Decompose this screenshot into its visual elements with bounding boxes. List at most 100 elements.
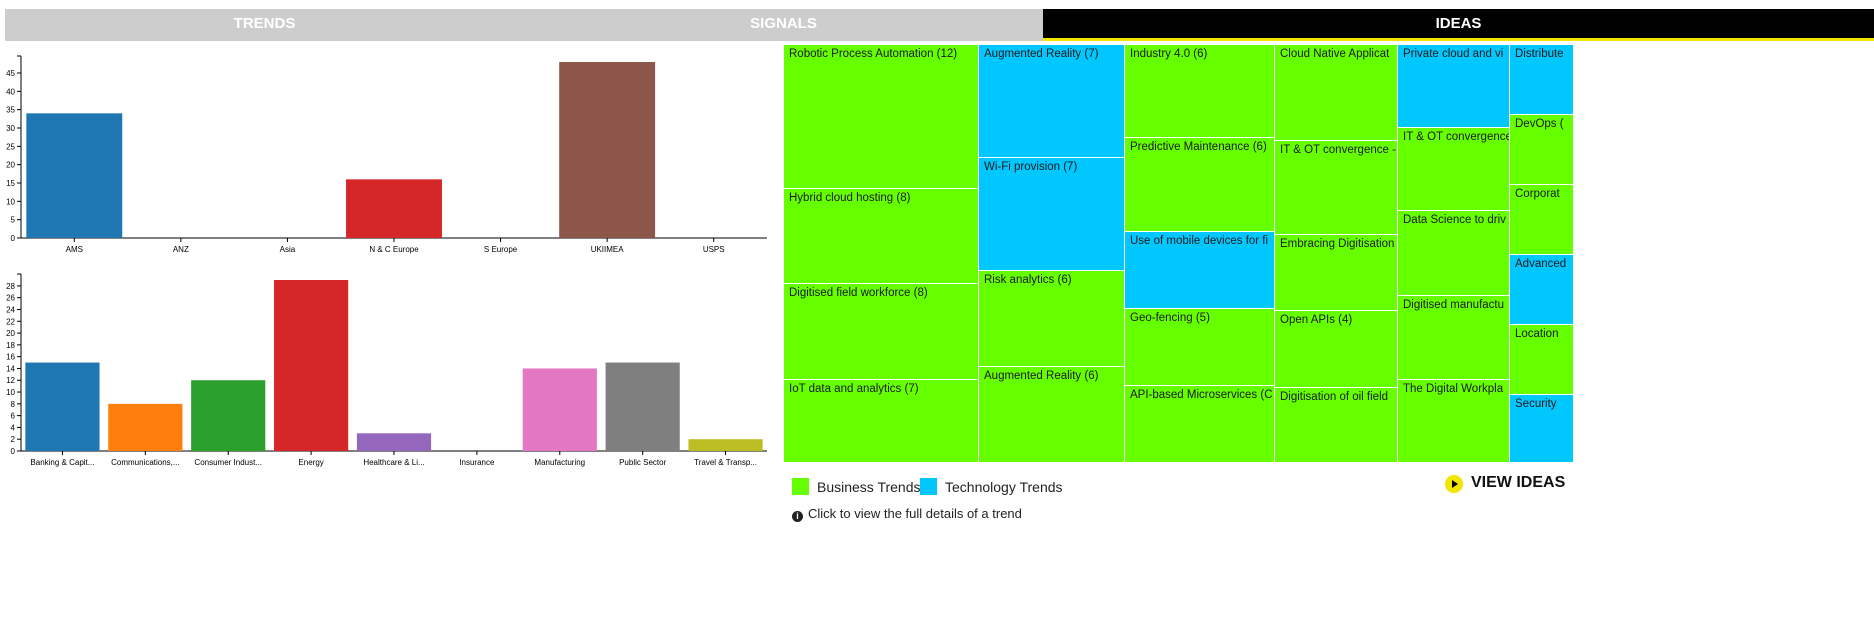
treemap-tile-label: Risk analytics (6) [984,274,1072,286]
legend-swatch-business [792,478,809,495]
y-tick-label: 10 [6,197,15,206]
x-tick-label: Manufacturing [534,458,585,467]
treemap-tile[interactable]: Embracing Digitisation [1275,235,1398,311]
treemap-tile-label: Use of mobile devices for fi [1130,235,1269,247]
treemap-tile[interactable]: Distribute [1510,45,1574,115]
treemap-tile[interactable]: The Digital Workpla [1398,380,1510,463]
x-tick-label: Banking & Capit... [30,458,94,467]
y-tick-label: 26 [6,294,15,303]
treemap-tile-label: Security [1515,398,1557,410]
x-tick-label: Consumer Indust... [194,458,262,467]
bar[interactable] [26,113,123,238]
treemap-tile[interactable]: Cloud Native Applicat [1275,45,1398,141]
treemap-tile[interactable]: Digitised manufactu [1398,296,1510,380]
y-tick-label: 28 [6,282,15,291]
treemap-tile[interactable]: Security [1510,395,1574,463]
tab-ideas[interactable]: IDEAS [1043,9,1874,41]
treemap-tile[interactable]: API-based Microservices (C [1125,386,1275,463]
treemap-tile[interactable]: Industry 4.0 (6) [1125,45,1275,138]
treemap-tile-label: Augmented Reality (7) [984,48,1099,60]
treemap-tile[interactable]: IoT data and analytics (7) [784,380,979,463]
legend-label-business: Business Trends [817,479,921,495]
y-tick-label: 6 [11,412,16,421]
treemap-tile-label: Open APIs (4) [1280,314,1353,326]
bar[interactable] [346,179,442,238]
treemap-tile[interactable]: Geo-fencing (5) [1125,309,1275,386]
treemap-tile-label: Industry 4.0 (6) [1130,48,1208,60]
treemap-tile[interactable]: Predictive Maintenance (6) [1125,138,1275,232]
treemap-tile-label: IT & OT convergence - [1280,144,1396,156]
treemap-tile[interactable]: DevOps ( [1510,115,1574,185]
treemap-tile-label: Private cloud and vi [1403,48,1504,60]
treemap-tile[interactable]: Data Science to driv [1398,211,1510,296]
y-axis: 0 5 10 15 20 25 30 35 40 45 [6,55,22,243]
tab-signals[interactable]: SIGNALS [524,9,1043,41]
treemap-tile[interactable]: Private cloud and vi [1398,45,1510,128]
treemap-tile[interactable]: IT & OT convergence [1398,128,1510,211]
x-tick-label: Asia [280,245,296,254]
treemap-tile[interactable]: Augmented Reality (6) [979,367,1125,463]
x-tick-label: Travel & Transp... [694,458,757,467]
bar[interactable] [108,403,183,451]
treemap-tile[interactable]: Digitisation of oil field [1275,388,1398,463]
bar[interactable] [688,439,763,451]
treemap-tile-label: API-based Microservices (C [1130,389,1273,401]
treemap-tile[interactable]: Augmented Reality (7) [979,45,1125,158]
y-tick-label: 24 [6,305,15,314]
y-tick-label: 20 [6,161,15,170]
treemap-tile[interactable]: IT & OT convergence - [1275,141,1398,235]
bar[interactable] [274,280,349,451]
treemap-tile[interactable]: Wi-Fi provision (7) [979,158,1125,271]
treemap-tile[interactable]: Hybrid cloud hosting (8) [784,189,979,284]
treemap-tile-label: IoT data and analytics (7) [789,383,919,395]
y-tick-label: 12 [6,376,15,385]
hint-text: i Click to view the full details of a tre… [792,506,1022,522]
treemap-tile-label: Augmented Reality (6) [984,370,1099,382]
bar-chart-regions: 0 5 10 15 20 25 30 35 40 45 AMS ANZ Asia N & C Europe… [6,55,767,254]
treemap-tile-label: Corporat [1515,188,1560,200]
treemap-tile[interactable]: Advanced [1510,255,1574,325]
x-tick-label: ANZ [173,245,189,254]
bar[interactable] [191,380,266,451]
treemap-tile-label: Cloud Native Applicat [1280,48,1390,60]
y-tick-label: 20 [6,329,15,338]
treemap-tile[interactable]: Use of mobile devices for fi [1125,232,1275,309]
bar[interactable] [522,368,597,451]
view-ideas-label: VIEW IDEAS [1471,474,1566,491]
bar[interactable] [559,62,656,238]
treemap-tile-label: The Digital Workpla [1403,383,1504,395]
bar[interactable] [25,362,100,451]
legend-label-technology: Technology Trends [945,479,1063,495]
bar[interactable] [605,362,680,451]
treemap-tile[interactable]: Risk analytics (6) [979,271,1125,367]
tab-bar: TRENDS SIGNALS IDEAS [5,9,1874,41]
x-tick-label: Healthcare & Li... [363,458,424,467]
x-tick-label: Energy [298,458,323,467]
x-tick-label: N & C Europe [369,245,419,254]
treemap-tile-label: Robotic Process Automation (12) [789,48,958,60]
x-tick-label: S Europe [484,245,518,254]
tab-trends[interactable]: TRENDS [5,9,524,41]
treemap-tile[interactable]: Location [1510,325,1574,395]
x-tick-label: Insurance [459,458,495,467]
treemap-tile-label: Location [1515,328,1559,340]
y-tick-label: 18 [6,341,15,350]
bar[interactable] [356,433,432,451]
y-tick-label: 45 [6,69,15,78]
treemap-tile-label: Geo-fencing (5) [1130,312,1210,324]
y-tick-label: 16 [6,353,15,362]
treemap-tile[interactable]: Digitised field workforce (8) [784,284,979,380]
treemap-tile[interactable]: Corporat [1510,185,1574,255]
play-circle-icon [1445,475,1463,493]
y-tick-label: 8 [11,400,16,409]
treemap-tile[interactable]: Robotic Process Automation (12) [784,45,979,189]
treemap-tile-label: Digitised field workforce (8) [789,287,928,299]
treemap-tile-label: Distribute [1515,48,1564,60]
treemap-tile[interactable]: Open APIs (4) [1275,311,1398,388]
y-tick-label: 35 [6,106,15,115]
treemap-tile-label: DevOps ( [1515,118,1564,130]
y-tick-label: 25 [6,142,15,151]
treemap-tile-label: IT & OT convergence [1403,131,1510,143]
y-tick-label: 4 [11,423,16,432]
